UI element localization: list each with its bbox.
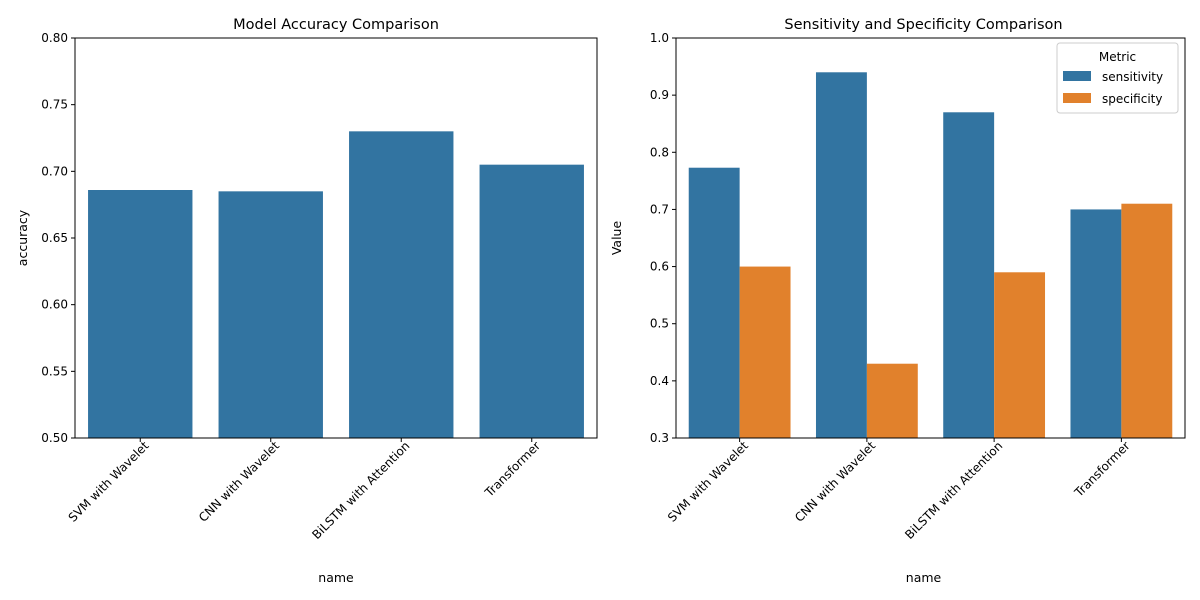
y-tick-label: 0.6 bbox=[650, 260, 669, 274]
y-axis-label: accuracy bbox=[15, 209, 30, 266]
y-tick-label: 0.7 bbox=[650, 202, 669, 216]
legend-label-specificity: specificity bbox=[1102, 92, 1162, 106]
legend-label-sensitivity: sensitivity bbox=[1102, 70, 1163, 84]
bar-specificity bbox=[1121, 203, 1173, 438]
bar-sensitivity bbox=[943, 112, 995, 438]
bar-value bbox=[218, 191, 323, 438]
y-tick-label: 0.3 bbox=[650, 431, 669, 445]
bar-value bbox=[88, 190, 193, 438]
bar-value bbox=[479, 164, 584, 439]
y-tick-label: 0.5 bbox=[650, 317, 669, 331]
y-axis-label: Value bbox=[609, 221, 624, 256]
legend: Metric sensitivity specificity bbox=[1056, 42, 1179, 114]
x-axis-label: name bbox=[906, 570, 942, 585]
bar-specificity bbox=[866, 363, 918, 438]
legend-swatch-sensitivity bbox=[1063, 71, 1091, 81]
y-tick-label: 0.80 bbox=[41, 31, 68, 45]
y-tick-label: 0.4 bbox=[650, 374, 669, 388]
bar-specificity bbox=[739, 266, 791, 438]
y-tick-label: 0.65 bbox=[41, 231, 68, 245]
x-axis-label: name bbox=[318, 570, 354, 585]
chart-title: Model Accuracy Comparison bbox=[233, 17, 439, 33]
bar-sensitivity bbox=[815, 72, 867, 438]
accuracy-chart: Model Accuracy Comparison accuracy name … bbox=[15, 17, 598, 585]
chart-title: Sensitivity and Specificity Comparison bbox=[784, 17, 1062, 33]
y-tick-label: 0.50 bbox=[41, 431, 68, 445]
y-tick-label: 0.75 bbox=[41, 98, 68, 112]
bar-sensitivity bbox=[1070, 209, 1122, 438]
y-tick-label: 0.55 bbox=[41, 364, 68, 378]
bar-specificity bbox=[994, 272, 1046, 438]
y-tick-label: 0.9 bbox=[650, 88, 669, 102]
y-tick-label: 0.8 bbox=[650, 145, 669, 159]
bar-sensitivity bbox=[688, 167, 740, 438]
legend-swatch-specificity bbox=[1063, 93, 1091, 103]
legend-title: Metric bbox=[1099, 50, 1136, 64]
y-tick-label: 0.70 bbox=[41, 164, 68, 178]
y-tick-label: 1.0 bbox=[650, 31, 669, 45]
bar-value bbox=[349, 131, 454, 438]
y-tick-label: 0.60 bbox=[41, 298, 68, 312]
axes-frame bbox=[675, 37, 1186, 439]
